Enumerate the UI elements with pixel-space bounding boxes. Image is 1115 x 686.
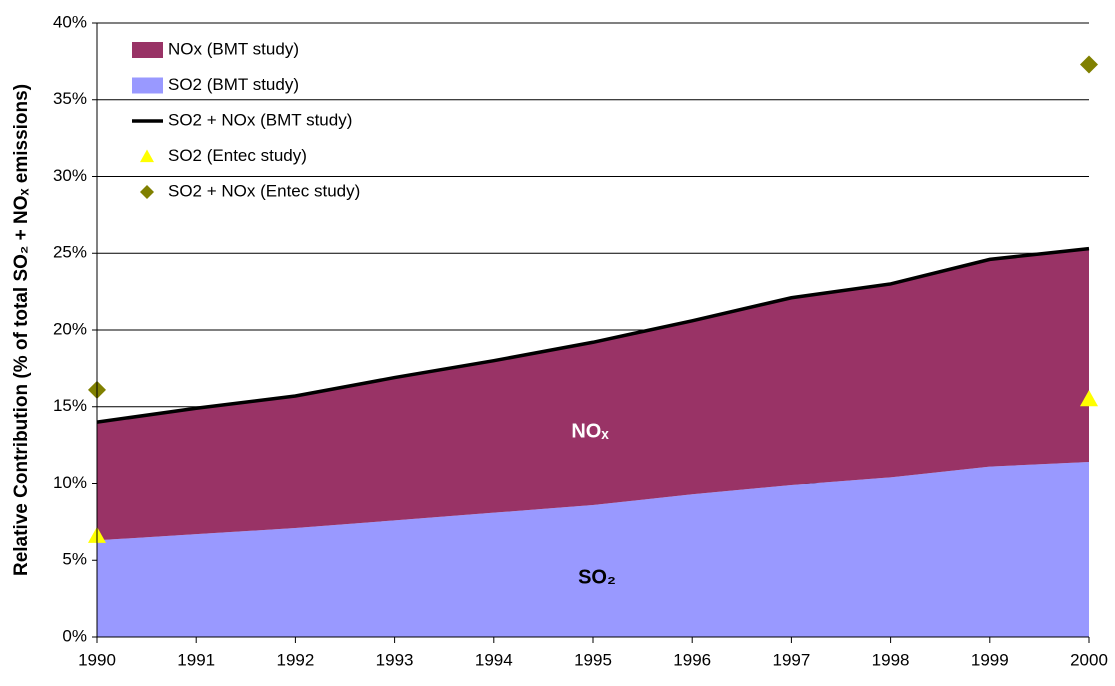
legend-label: NOx (BMT study) xyxy=(168,39,299,58)
legend-label: SO2 + NOx (BMT study) xyxy=(168,110,352,129)
y-tick-label: 25% xyxy=(53,243,87,262)
y-tick-label: 5% xyxy=(62,550,87,569)
marker xyxy=(1080,55,1098,74)
legend-label: SO2 (BMT study) xyxy=(168,75,299,94)
legend-label: SO2 (Entec study) xyxy=(168,146,307,165)
line xyxy=(96,246,1090,424)
y-axis-label: Relative Contribution (% of total SO₂ + … xyxy=(11,84,32,576)
nox-annotation: NOₓ xyxy=(571,420,609,442)
marker xyxy=(1080,390,1098,407)
y-tick-label: 0% xyxy=(62,626,87,645)
legend-swatch xyxy=(140,185,154,199)
x-tick-label: 1998 xyxy=(872,650,910,669)
legend-swatch xyxy=(132,42,163,58)
plot-area xyxy=(96,246,1090,637)
area xyxy=(97,462,1089,637)
overlay: 0% 5% 10% 15% 20% 25% 30% 35% 40% 1990 1991 1992 199… xyxy=(53,12,1108,669)
x-tick-label: 1997 xyxy=(772,650,810,669)
y-tick-label: 40% xyxy=(53,12,87,31)
legend-swatch xyxy=(132,77,163,94)
x-tick-label: 1991 xyxy=(177,650,215,669)
legend: NOx (BMT study) SO2 (BMT study) SO2 + NOx … xyxy=(132,39,360,200)
x-tick-label: 1990 xyxy=(78,650,116,669)
x-tick-label: 1999 xyxy=(971,650,1009,669)
x-tick-label: 2000 xyxy=(1070,650,1108,669)
x-tick-label: 1994 xyxy=(475,650,513,669)
x-tick-label: 1992 xyxy=(276,650,314,669)
x-tick-label: 1996 xyxy=(673,650,711,669)
x-tick-label: 1995 xyxy=(574,650,612,669)
y-tick-label: 30% xyxy=(53,166,87,185)
legend-label: SO2 + NOx (Entec study) xyxy=(168,181,360,200)
y-tick-label: 35% xyxy=(53,89,87,108)
y-tick-label: 20% xyxy=(53,319,87,338)
so2-annotation: SO₂ xyxy=(578,566,616,588)
legend-swatch xyxy=(140,149,154,163)
y-tick-label: 15% xyxy=(53,396,87,415)
x-tick-label: 1993 xyxy=(376,650,414,669)
area xyxy=(97,248,1089,541)
y-tick-label: 10% xyxy=(53,473,87,492)
